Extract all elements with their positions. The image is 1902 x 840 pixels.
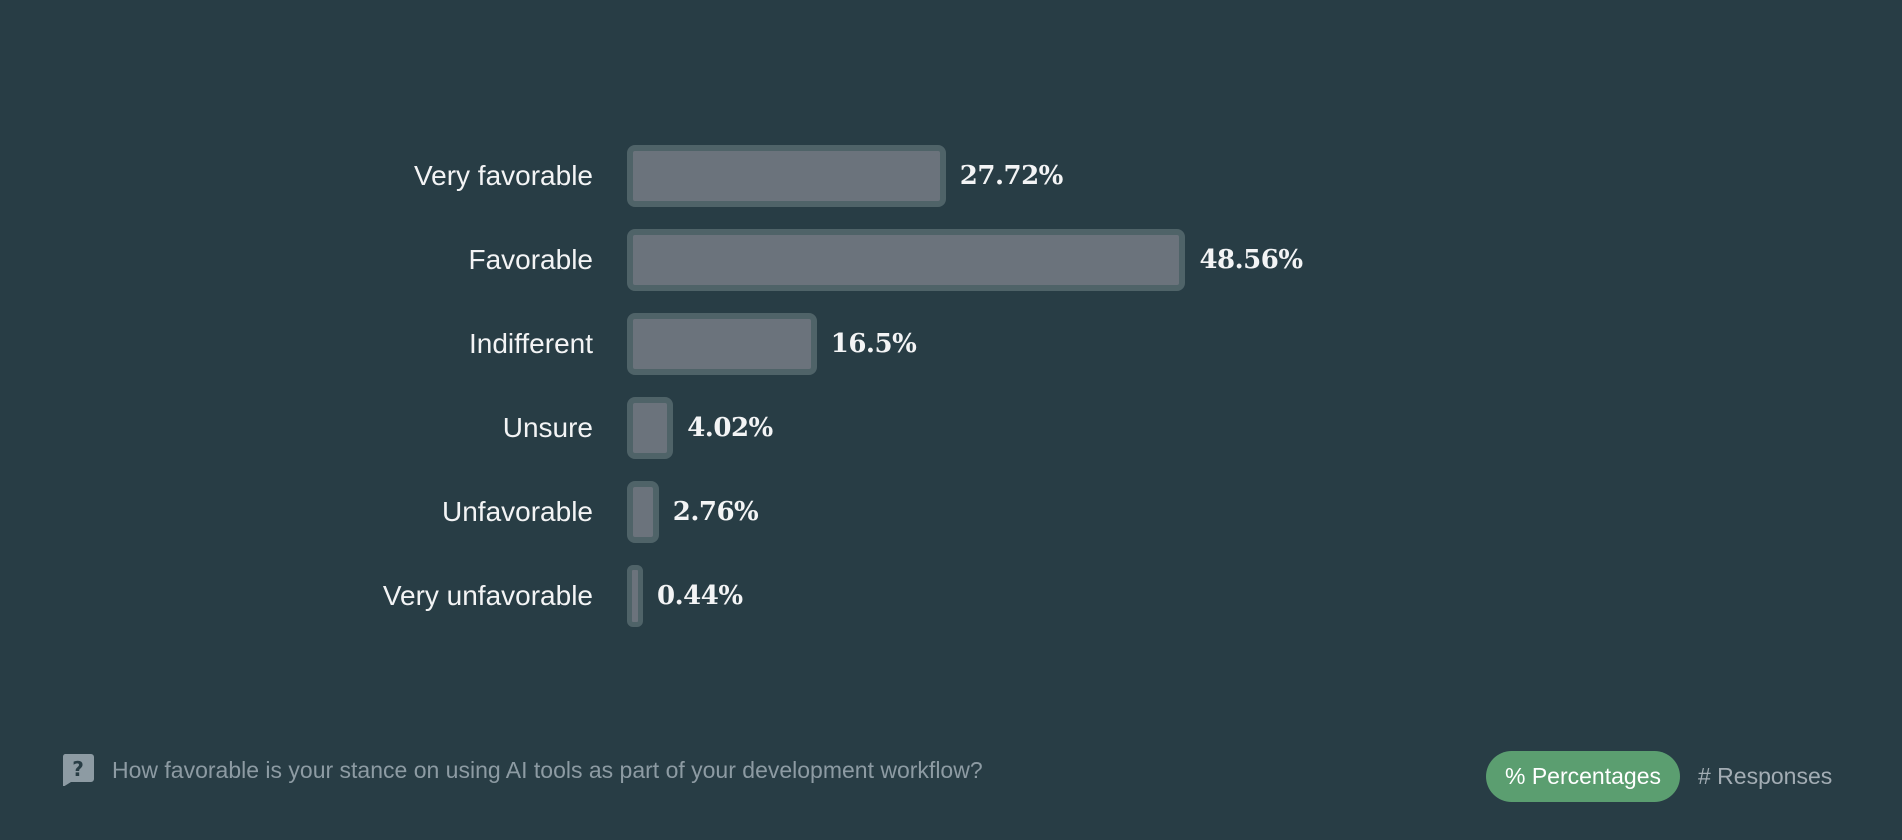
category-label: Unfavorable [442, 496, 593, 527]
value-label: 16.5% [830, 329, 917, 359]
question-bubble-icon: ? [62, 754, 94, 787]
value-label: 27.72% [959, 161, 1064, 191]
category-label: Very unfavorable [382, 580, 593, 611]
bar[interactable] [627, 313, 817, 375]
svg-text:?: ? [72, 757, 84, 781]
category-label: Indifferent [468, 328, 593, 359]
category-label: Unsure [502, 412, 593, 443]
bar[interactable] [627, 145, 946, 207]
bar[interactable] [627, 481, 659, 543]
value-label: 4.02% [687, 413, 773, 443]
value-label: 48.56% [1199, 245, 1303, 275]
bar[interactable] [627, 565, 643, 627]
bar[interactable] [627, 229, 1186, 291]
question-text: How favorable is your stance on using AI… [112, 756, 983, 783]
survey-question: ? How favorable is your stance on using … [62, 754, 983, 787]
bar[interactable] [627, 397, 674, 459]
bar-chart: Very favorable 27.72% Favorable 48.56% Indif… [382, 145, 1303, 627]
value-label: 2.76% [672, 497, 759, 527]
percentages-toggle-button[interactable]: % Percentages [1486, 751, 1680, 802]
category-label: Very favorable [414, 160, 593, 191]
responses-toggle-button[interactable]: # Responses [1698, 763, 1833, 789]
category-label: Favorable [468, 244, 593, 275]
value-label: 0.44% [657, 581, 743, 611]
